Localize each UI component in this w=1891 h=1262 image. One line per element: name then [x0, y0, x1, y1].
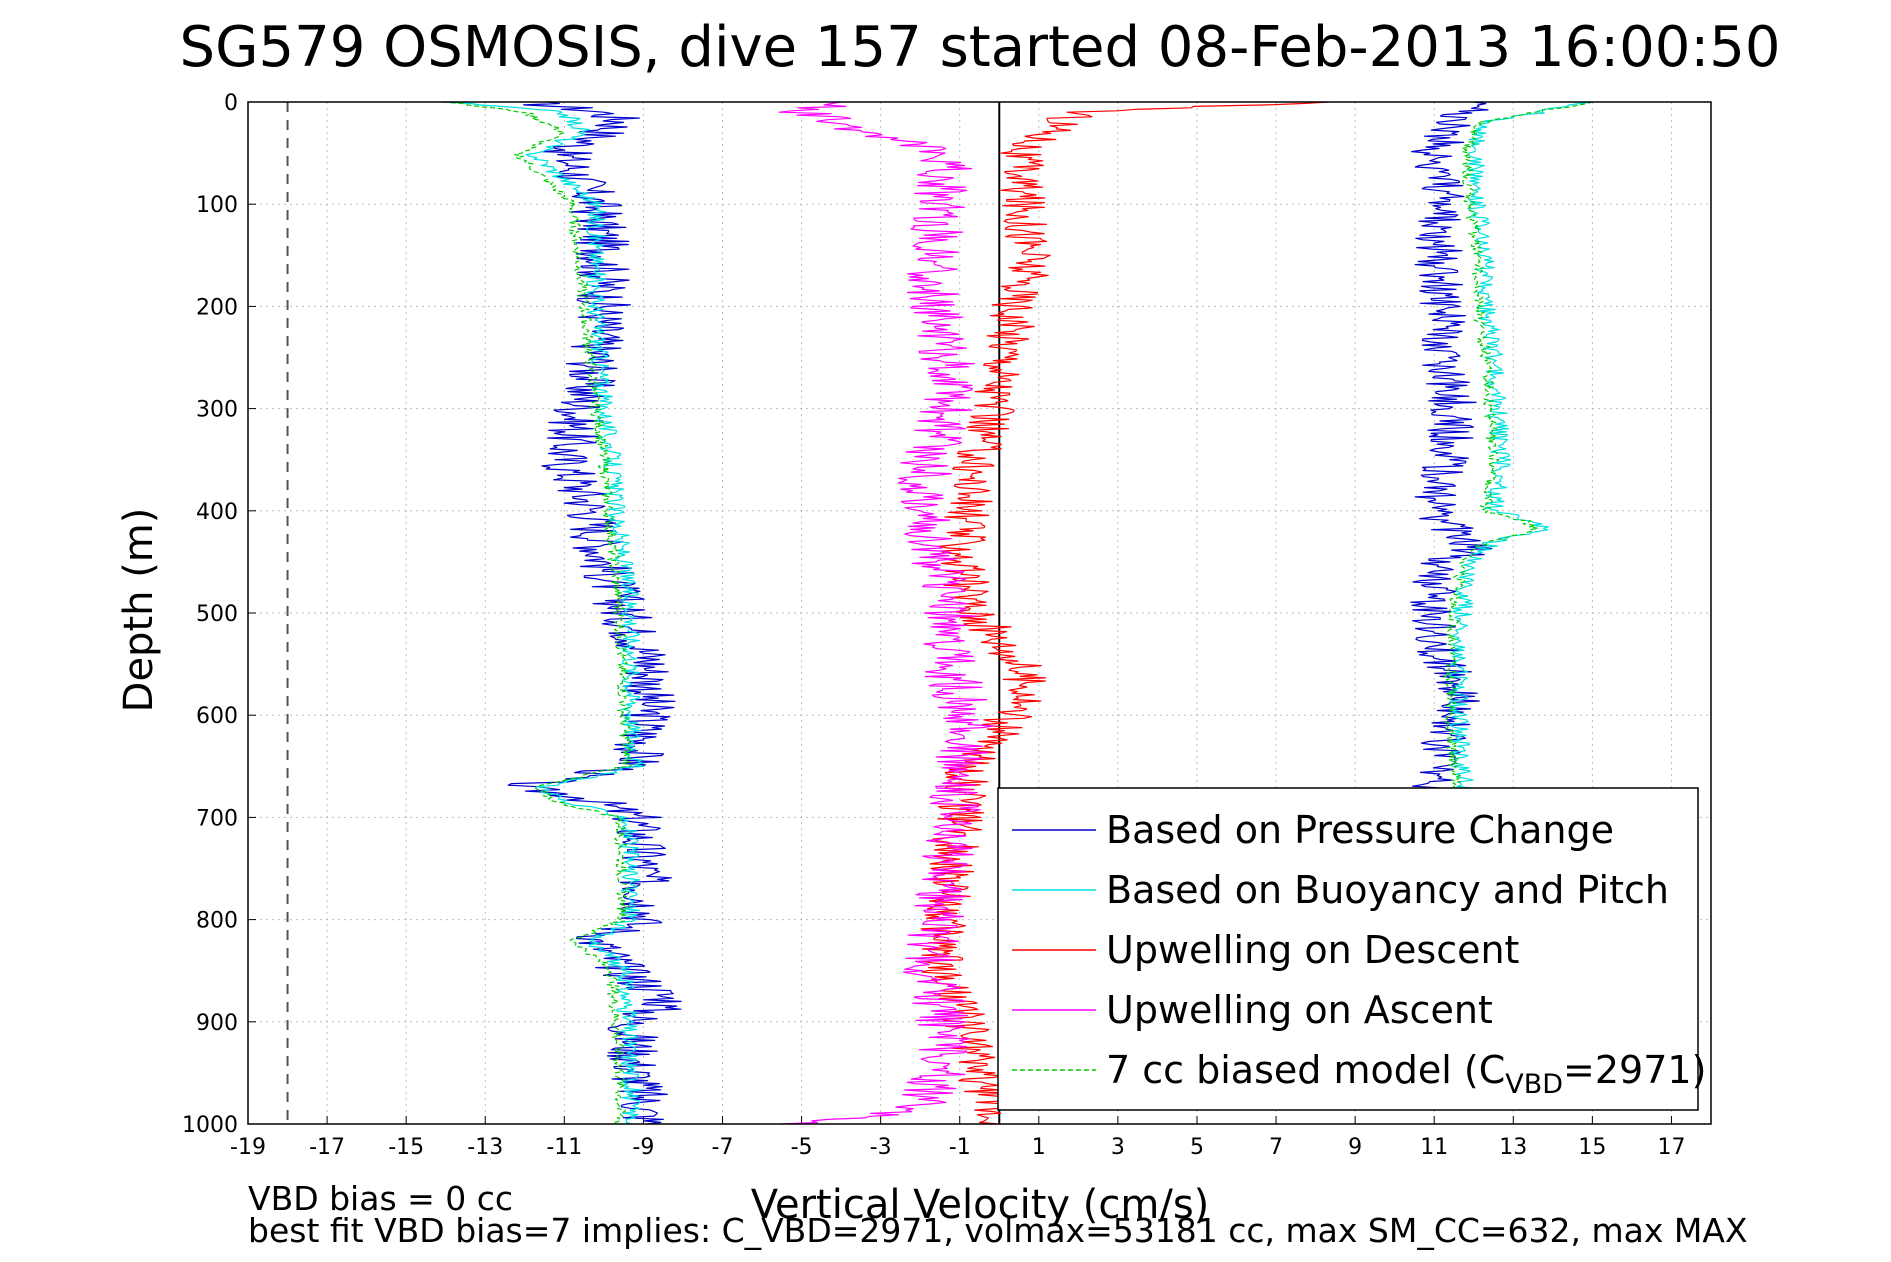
legend-label: Upwelling on Ascent	[1106, 988, 1493, 1032]
x-tick-label: -1	[949, 1135, 971, 1160]
x-tick-label: -19	[230, 1135, 266, 1160]
y-tick-label: 900	[196, 1011, 238, 1036]
series-line-upwelling-on-ascent	[778, 101, 995, 1125]
y-tick-label: 700	[196, 806, 238, 831]
y-tick-label: 1000	[182, 1113, 238, 1138]
x-tick-label: -5	[791, 1135, 813, 1160]
legend-label: 7 cc biased model (CVBD=2971)	[1106, 1048, 1706, 1100]
x-tick-label: 3	[1111, 1135, 1125, 1160]
legend-label: Based on Pressure Change	[1106, 808, 1614, 852]
plot-area: -19 -17 -15 -13 -11 -9 -7 -5 -3 -1 1 3 5 7 9 11 13 15 1701…	[182, 91, 1712, 1160]
y-tick-label: 300	[196, 398, 238, 423]
x-tick-label: -7	[712, 1135, 734, 1160]
legend-label: Based on Buoyancy and Pitch	[1106, 868, 1669, 912]
x-tick-label: 5	[1190, 1135, 1204, 1160]
x-tick-label: 13	[1499, 1135, 1527, 1160]
x-tick-label: 1	[1032, 1135, 1046, 1160]
series-line-7-cc-biased-model	[1443, 101, 1691, 1110]
y-tick-label: 0	[224, 91, 238, 116]
x-tick-label: 7	[1269, 1135, 1283, 1160]
x-tick-label: 11	[1420, 1135, 1448, 1160]
series-line-based-on-buoyancy-and-pitch	[442, 101, 645, 1125]
x-tick-label: -9	[632, 1135, 654, 1160]
x-tick-label: 17	[1657, 1135, 1685, 1160]
y-tick-label: 800	[196, 909, 238, 934]
y-tick-label: 600	[196, 704, 238, 729]
annotation-best-fit: best fit VBD bias=7 implies: C_VBD=2971,…	[248, 1211, 1748, 1250]
x-tick-label: -3	[870, 1135, 892, 1160]
annotation-vbd-bias: VBD bias = 0 cc	[248, 1179, 513, 1218]
x-tick-label: 9	[1348, 1135, 1362, 1160]
x-axis-label: Vertical Velocity (cm/s)	[751, 1182, 1210, 1228]
x-tick-label: 15	[1578, 1135, 1606, 1160]
series-line-based-on-pressure-change	[507, 101, 682, 1125]
legend-label-suffix: =2971)	[1563, 1048, 1706, 1092]
x-tick-label: -17	[309, 1135, 345, 1160]
y-tick-label: 100	[196, 193, 238, 218]
legend-label-subscript: VBD	[1505, 1069, 1563, 1100]
legend-label: Upwelling on Descent	[1106, 928, 1519, 972]
legend-box	[997, 787, 1699, 1111]
y-tick-label: 200	[196, 295, 238, 320]
x-tick-label: -11	[546, 1135, 582, 1160]
plot-frame	[247, 101, 1712, 1125]
x-tick-label: -13	[467, 1135, 503, 1160]
y-tick-label: 400	[196, 500, 238, 525]
chart-title: SG579 OSMOSIS, dive 157 started 08-Feb-2…	[180, 15, 1781, 80]
y-axis-label: Depth (m)	[116, 508, 162, 713]
legend: Based on Pressure Change Based on Buoyanc…	[997, 787, 1706, 1111]
y-tick-label: 500	[196, 602, 238, 627]
x-tick-label: -15	[388, 1135, 424, 1160]
